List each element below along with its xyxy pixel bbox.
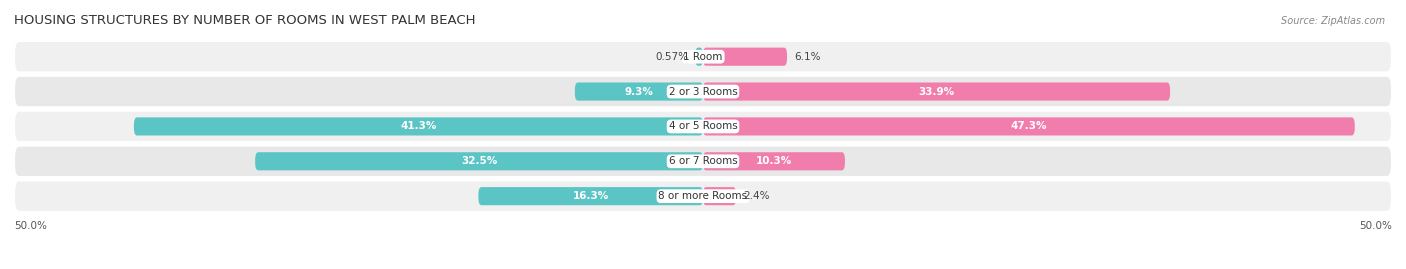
Text: 10.3%: 10.3% bbox=[756, 156, 792, 166]
FancyBboxPatch shape bbox=[134, 117, 703, 136]
Text: 4 or 5 Rooms: 4 or 5 Rooms bbox=[669, 121, 737, 132]
Text: HOUSING STRUCTURES BY NUMBER OF ROOMS IN WEST PALM BEACH: HOUSING STRUCTURES BY NUMBER OF ROOMS IN… bbox=[14, 14, 475, 27]
Text: 6 or 7 Rooms: 6 or 7 Rooms bbox=[669, 156, 737, 166]
FancyBboxPatch shape bbox=[478, 187, 703, 205]
FancyBboxPatch shape bbox=[703, 117, 1355, 136]
FancyBboxPatch shape bbox=[14, 111, 1392, 142]
FancyBboxPatch shape bbox=[703, 152, 845, 170]
FancyBboxPatch shape bbox=[703, 48, 787, 66]
Text: 50.0%: 50.0% bbox=[1360, 221, 1392, 231]
FancyBboxPatch shape bbox=[14, 180, 1392, 212]
Text: 6.1%: 6.1% bbox=[794, 52, 821, 62]
FancyBboxPatch shape bbox=[703, 83, 1170, 101]
Text: 41.3%: 41.3% bbox=[401, 121, 437, 132]
FancyBboxPatch shape bbox=[14, 41, 1392, 72]
Text: 9.3%: 9.3% bbox=[624, 87, 654, 97]
Text: 16.3%: 16.3% bbox=[572, 191, 609, 201]
Text: 32.5%: 32.5% bbox=[461, 156, 498, 166]
Text: 50.0%: 50.0% bbox=[14, 221, 46, 231]
Text: 0.57%: 0.57% bbox=[655, 52, 689, 62]
Text: 2.4%: 2.4% bbox=[742, 191, 769, 201]
Text: 33.9%: 33.9% bbox=[918, 87, 955, 97]
FancyBboxPatch shape bbox=[695, 48, 703, 66]
Text: 1 Room: 1 Room bbox=[683, 52, 723, 62]
FancyBboxPatch shape bbox=[703, 187, 737, 205]
Text: Source: ZipAtlas.com: Source: ZipAtlas.com bbox=[1281, 16, 1385, 26]
FancyBboxPatch shape bbox=[575, 83, 703, 101]
Text: 47.3%: 47.3% bbox=[1011, 121, 1047, 132]
Text: 2 or 3 Rooms: 2 or 3 Rooms bbox=[669, 87, 737, 97]
Text: 8 or more Rooms: 8 or more Rooms bbox=[658, 191, 748, 201]
FancyBboxPatch shape bbox=[254, 152, 703, 170]
FancyBboxPatch shape bbox=[14, 76, 1392, 107]
FancyBboxPatch shape bbox=[14, 146, 1392, 177]
